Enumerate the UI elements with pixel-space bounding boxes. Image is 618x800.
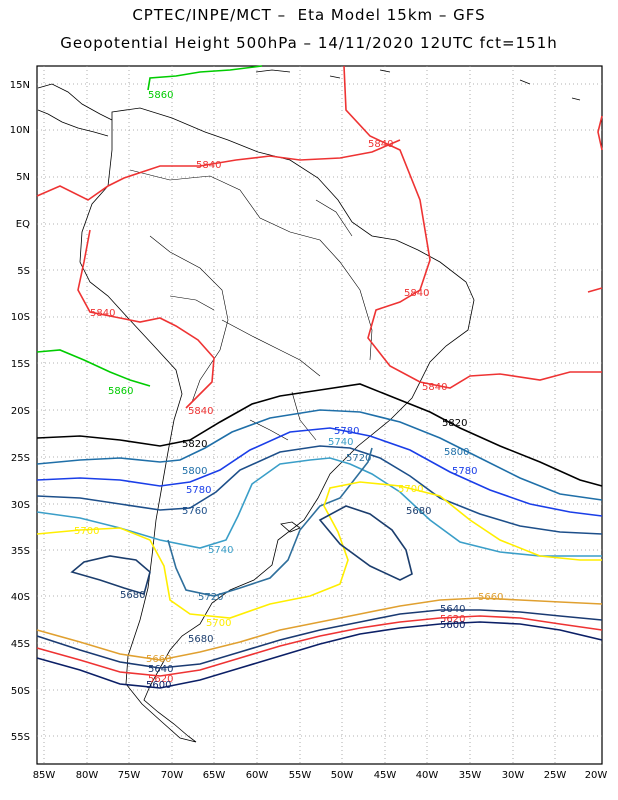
contour-label: 5600 bbox=[146, 680, 171, 691]
latitude-labels: 15N 10N 5N EQ 5S 10S 15S 20S 25S 30S 35S… bbox=[10, 80, 30, 743]
contour-5800 bbox=[36, 409, 603, 501]
contour-5640 bbox=[36, 609, 603, 669]
contour-5840-atlantic bbox=[587, 115, 603, 293]
lat-label: 25S bbox=[11, 453, 30, 464]
caribbean-islands bbox=[255, 69, 581, 101]
contour-label: 5640 bbox=[440, 604, 465, 615]
contour-label: 5820 bbox=[442, 418, 467, 429]
contour-5620 bbox=[36, 615, 603, 677]
lat-label: 55S bbox=[11, 732, 30, 743]
contour-5860-west bbox=[36, 349, 151, 387]
contour-5840-north bbox=[36, 139, 401, 201]
lon-label: 80W bbox=[76, 770, 99, 781]
contour-5840-east bbox=[343, 65, 602, 389]
lon-label: 55W bbox=[289, 770, 312, 781]
contour-label: 5700 bbox=[74, 526, 99, 537]
lon-label: 30W bbox=[502, 770, 525, 781]
contour-5660 bbox=[36, 597, 603, 661]
contour-label: 5660 bbox=[146, 654, 171, 665]
contour-label: 5740 bbox=[328, 437, 353, 448]
contour-label: 5620 bbox=[148, 674, 173, 685]
lon-label: 60W bbox=[246, 770, 269, 781]
contour-label: 5860 bbox=[148, 90, 173, 101]
lon-label: 50W bbox=[331, 770, 354, 781]
south-america-coastline bbox=[79, 107, 475, 743]
lat-label: 10S bbox=[11, 312, 30, 323]
contour-label: 5820 bbox=[182, 439, 207, 450]
contour-label: 5720 bbox=[346, 453, 371, 464]
contour-label: 5760 bbox=[182, 506, 207, 517]
lon-label: 65W bbox=[203, 770, 226, 781]
lon-label: 25W bbox=[544, 770, 567, 781]
coastlines bbox=[37, 69, 581, 743]
contour-label: 5740 bbox=[208, 545, 233, 556]
lat-label: 20S bbox=[11, 406, 30, 417]
contour-lines bbox=[36, 65, 603, 689]
contour-label: 5780 bbox=[186, 485, 211, 496]
lat-label: 35S bbox=[11, 546, 30, 557]
lat-label: 10N bbox=[10, 125, 30, 136]
map-title-line-2: Geopotential Height 500hPa – 14/11/2020 … bbox=[60, 34, 558, 52]
lon-label: 20W bbox=[585, 770, 608, 781]
lon-label: 45W bbox=[374, 770, 397, 781]
longitude-labels: 85W 80W 75W 70W 65W 60W 55W 50W 45W 40W … bbox=[33, 770, 608, 781]
contour-label: 5680 bbox=[406, 506, 431, 517]
contour-5860-north bbox=[147, 65, 263, 91]
falkland-islands bbox=[280, 521, 301, 533]
contour-label: 5800 bbox=[444, 447, 469, 458]
contour-label: 5700 bbox=[206, 618, 231, 629]
country-borders bbox=[129, 169, 373, 441]
contour-5780 bbox=[36, 427, 603, 517]
lat-label: 30S bbox=[11, 500, 30, 511]
contour-label: 5620 bbox=[440, 614, 465, 625]
contour-5600 bbox=[36, 621, 603, 689]
contour-label: 5720 bbox=[198, 592, 223, 603]
graticule bbox=[37, 66, 602, 764]
contour-label: 5680 bbox=[120, 590, 145, 601]
lon-label: 85W bbox=[33, 770, 56, 781]
contour-label: 5840 bbox=[188, 406, 213, 417]
contour-label: 5780 bbox=[452, 466, 477, 477]
lat-label: EQ bbox=[16, 219, 30, 230]
lat-label: 5S bbox=[17, 266, 30, 277]
contour-5720 bbox=[167, 447, 373, 597]
contour-label: 5660 bbox=[478, 592, 503, 603]
contour-5680 bbox=[70, 505, 413, 596]
contour-label: 5600 bbox=[440, 620, 465, 631]
contour-label: 5840 bbox=[422, 382, 447, 393]
contour-label: 5840 bbox=[196, 160, 221, 171]
contour-label: 5840 bbox=[368, 139, 393, 150]
central-america-coastline bbox=[37, 83, 113, 137]
lat-label: 50S bbox=[11, 686, 30, 697]
contour-label: 5840 bbox=[90, 308, 115, 319]
lat-label: 15N bbox=[10, 80, 30, 91]
lat-label: 45S bbox=[11, 639, 30, 650]
map-title-line-1: CPTEC/INPE/MCT – Eta Model 15km – GFS bbox=[132, 6, 486, 24]
contour-label: 5840 bbox=[404, 288, 429, 299]
lat-label: 15S bbox=[11, 359, 30, 370]
contour-label: 5860 bbox=[108, 386, 133, 397]
contour-5700 bbox=[36, 481, 602, 619]
map-frame bbox=[36, 65, 603, 765]
contour-label: 5780 bbox=[334, 426, 359, 437]
contour-5820 bbox=[36, 383, 603, 487]
contour-label: 5800 bbox=[182, 466, 207, 477]
lat-label: 40S bbox=[11, 592, 30, 603]
contour-5740 bbox=[36, 457, 602, 557]
contour-5840-central bbox=[77, 229, 215, 409]
lat-label: 5N bbox=[16, 172, 30, 183]
lon-label: 35W bbox=[459, 770, 482, 781]
contour-label: 5640 bbox=[148, 664, 173, 675]
contour-5760 bbox=[36, 445, 603, 535]
contour-label: 5700 bbox=[398, 484, 423, 495]
contour-label: 5680 bbox=[188, 634, 213, 645]
lon-label: 70W bbox=[161, 770, 184, 781]
contour-labels: 5860 5860 5840 5840 5840 5840 5840 5840 … bbox=[74, 90, 503, 691]
lon-label: 75W bbox=[118, 770, 141, 781]
lon-label: 40W bbox=[416, 770, 439, 781]
